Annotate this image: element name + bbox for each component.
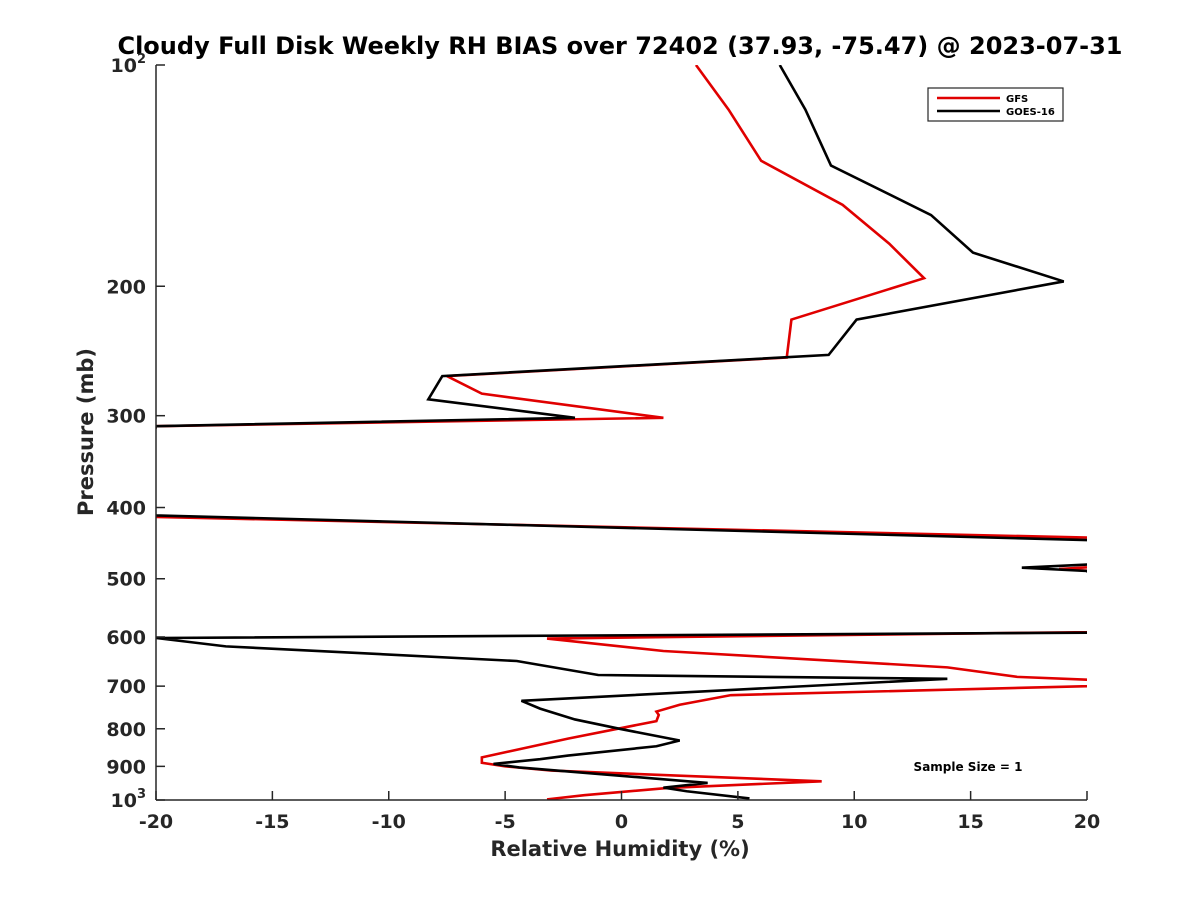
x-tick-label: 5: [731, 811, 744, 833]
y-tick-label: 700: [106, 676, 146, 698]
x-tick-label: 0: [615, 811, 628, 833]
x-tick-label: 10: [841, 811, 867, 833]
y-tick-label: 200: [106, 276, 146, 298]
legend-items: GFS GOES-16: [937, 94, 1055, 118]
y-tick-label: 800: [106, 719, 146, 741]
x-tick-label: 15: [957, 811, 983, 833]
legend-label: GFS: [1006, 94, 1028, 105]
x-tick-label: 20: [1074, 811, 1100, 833]
series-layer: [156, 65, 1087, 800]
x-axis-label: Relative Humidity (%): [490, 837, 749, 861]
legend-label: GOES-16: [1006, 107, 1055, 118]
x-tick-label: -15: [255, 811, 289, 833]
y-tick-label: 900: [106, 756, 146, 778]
plot-area: -20 -15 -10 -5 0 5 10 15 20 102 200 300 400 500 600 70…: [106, 52, 1100, 833]
y-tick-label: 600: [106, 627, 146, 649]
x-tick-label: -10: [372, 811, 406, 833]
x-ticks: -20 -15 -10 -5 0 5 10 15 20: [139, 791, 1100, 833]
y-tick-label: 400: [106, 498, 146, 520]
y-ticks: 102 200 300 400 500 600 700 800 900 103: [106, 52, 165, 812]
x-tick-label: -5: [495, 811, 516, 833]
legend-box: [927, 87, 1064, 122]
y-tick-label: 300: [106, 406, 146, 428]
y-axis-label: Pressure (mb): [74, 348, 98, 516]
chart-title: Cloudy Full Disk Weekly RH BIAS over 724…: [117, 32, 1122, 60]
x-tick-label: -20: [139, 811, 173, 833]
y-tick-label: 103: [111, 787, 147, 812]
series-line-goes-16: [156, 65, 1087, 800]
legend: GFS GOES-16: [927, 87, 1064, 122]
y-tick-label: 500: [106, 569, 146, 591]
sample-size-annotation: Sample Size = 1: [914, 760, 1023, 774]
y-tick-label: 102: [111, 52, 147, 77]
